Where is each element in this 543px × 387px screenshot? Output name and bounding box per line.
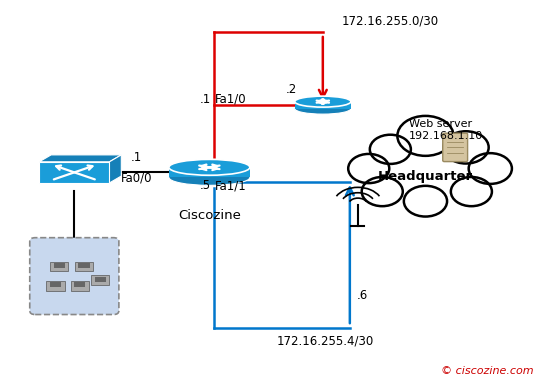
FancyBboxPatch shape bbox=[50, 262, 68, 272]
Polygon shape bbox=[39, 155, 121, 162]
Polygon shape bbox=[39, 162, 110, 183]
FancyBboxPatch shape bbox=[94, 277, 106, 282]
Text: 192.168.1.10: 192.168.1.10 bbox=[409, 131, 483, 141]
FancyBboxPatch shape bbox=[74, 283, 85, 288]
Text: Fa1/1: Fa1/1 bbox=[215, 179, 247, 192]
Text: .1: .1 bbox=[200, 93, 211, 106]
Text: .2: .2 bbox=[286, 83, 297, 96]
FancyBboxPatch shape bbox=[295, 102, 351, 109]
Ellipse shape bbox=[295, 96, 351, 107]
Text: © ciscozine.com: © ciscozine.com bbox=[441, 366, 534, 376]
Text: 172.16.255.4/30: 172.16.255.4/30 bbox=[277, 335, 374, 348]
FancyBboxPatch shape bbox=[54, 263, 65, 268]
Text: .1: .1 bbox=[131, 151, 142, 164]
Ellipse shape bbox=[169, 170, 250, 185]
Circle shape bbox=[443, 131, 489, 164]
Text: Fa1/0: Fa1/0 bbox=[215, 93, 247, 106]
Polygon shape bbox=[110, 155, 121, 183]
Circle shape bbox=[348, 154, 389, 183]
FancyBboxPatch shape bbox=[46, 281, 65, 291]
FancyBboxPatch shape bbox=[169, 167, 250, 177]
Ellipse shape bbox=[169, 159, 250, 175]
FancyBboxPatch shape bbox=[78, 263, 90, 268]
Text: .5: .5 bbox=[200, 179, 211, 192]
FancyBboxPatch shape bbox=[50, 283, 61, 288]
Ellipse shape bbox=[295, 103, 351, 114]
Text: 172.16.255.0/30: 172.16.255.0/30 bbox=[342, 14, 439, 27]
Circle shape bbox=[469, 153, 512, 184]
Text: Headquarter: Headquarter bbox=[378, 170, 473, 183]
Circle shape bbox=[362, 177, 403, 206]
FancyBboxPatch shape bbox=[75, 262, 93, 272]
FancyBboxPatch shape bbox=[443, 133, 468, 162]
Circle shape bbox=[397, 116, 453, 156]
Text: Ciscozine: Ciscozine bbox=[178, 209, 241, 222]
Text: .6: .6 bbox=[356, 289, 368, 302]
Text: Web server: Web server bbox=[409, 119, 472, 129]
Circle shape bbox=[370, 135, 411, 164]
Circle shape bbox=[404, 186, 447, 217]
Circle shape bbox=[451, 177, 492, 206]
Text: Fa0/0: Fa0/0 bbox=[121, 171, 152, 185]
FancyBboxPatch shape bbox=[30, 238, 119, 315]
FancyBboxPatch shape bbox=[71, 281, 89, 291]
FancyBboxPatch shape bbox=[91, 275, 110, 285]
